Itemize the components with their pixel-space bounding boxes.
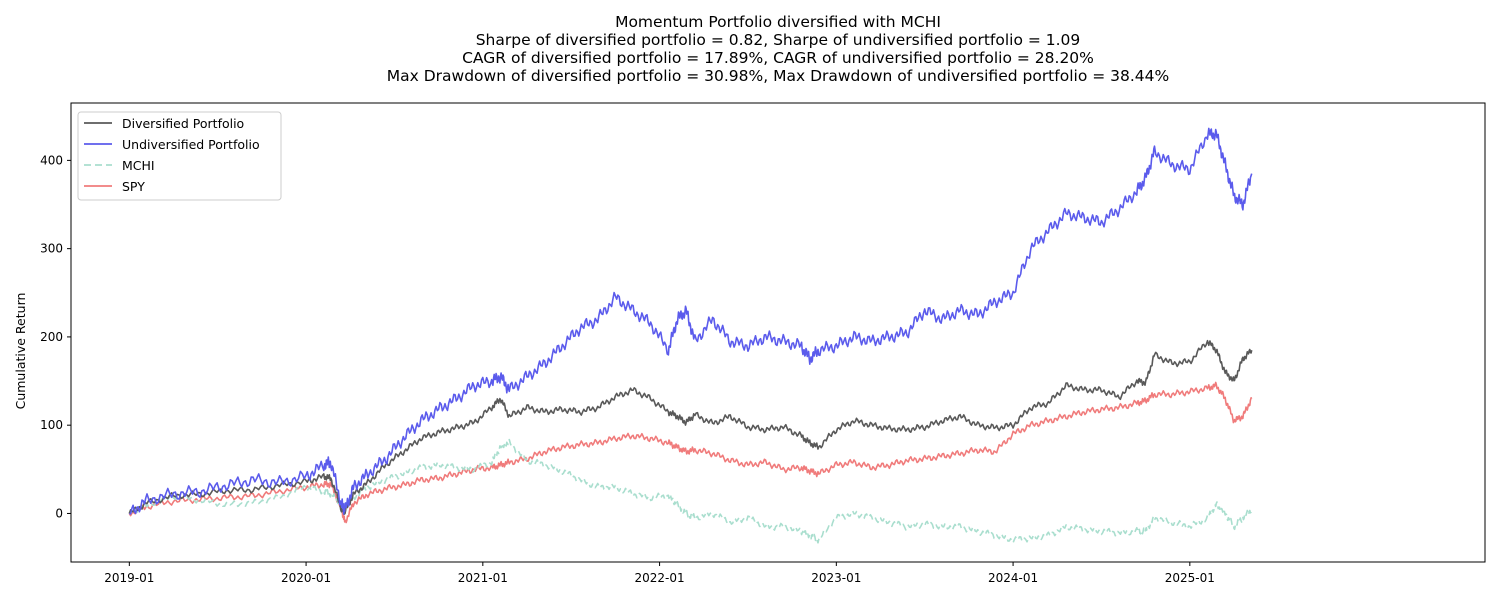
legend-label-mchi: MCHI xyxy=(122,158,155,173)
x-tick-label: 2023-01 xyxy=(811,571,861,585)
x-tick-label: 2021-01 xyxy=(458,571,508,585)
title-line-3: CAGR of diversified portfolio = 17.89%, … xyxy=(462,49,1094,67)
series-line-spy xyxy=(128,381,1253,524)
title-line-4: Max Drawdown of diversified portfolio = … xyxy=(387,67,1170,85)
x-tick-label: 2022-01 xyxy=(635,571,685,585)
x-tick-label: 2020-01 xyxy=(281,571,331,585)
y-tick-label: 400 xyxy=(40,153,63,167)
legend-label-undiversified: Undiversified Portfolio xyxy=(122,137,260,152)
x-tick-label: 2019-01 xyxy=(104,571,154,585)
x-tick-label: 2025-01 xyxy=(1165,571,1215,585)
axis-layer: 0 100 200 300 400 2019-01 2020-01 2021-01 2022-0… xyxy=(40,153,1215,585)
y-axis-label: Cumulative Return xyxy=(13,293,28,410)
y-tick-label: 300 xyxy=(40,242,63,256)
legend: Diversified Portfolio Undiversified Port… xyxy=(77,111,282,201)
series-layer xyxy=(128,127,1253,544)
series-line-diversified xyxy=(128,339,1253,515)
y-tick-label: 200 xyxy=(40,330,63,344)
y-tick-label: 100 xyxy=(40,418,63,432)
legend-box xyxy=(77,111,282,201)
y-tick-label: 0 xyxy=(55,506,63,520)
series-line-mchi xyxy=(128,438,1253,544)
chart-title: Momentum Portfolio diversified with MCHI… xyxy=(387,13,1170,85)
title-line-2: Sharpe of diversified portfolio = 0.82, … xyxy=(476,31,1081,49)
series-line-undiversified xyxy=(129,127,1253,515)
x-tick-label: 2024-01 xyxy=(988,571,1038,585)
legend-label-diversified: Diversified Portfolio xyxy=(122,116,244,131)
legend-label-spy: SPY xyxy=(122,179,145,194)
plot-frame xyxy=(70,102,1486,563)
title-line-1: Momentum Portfolio diversified with MCHI xyxy=(615,13,941,31)
